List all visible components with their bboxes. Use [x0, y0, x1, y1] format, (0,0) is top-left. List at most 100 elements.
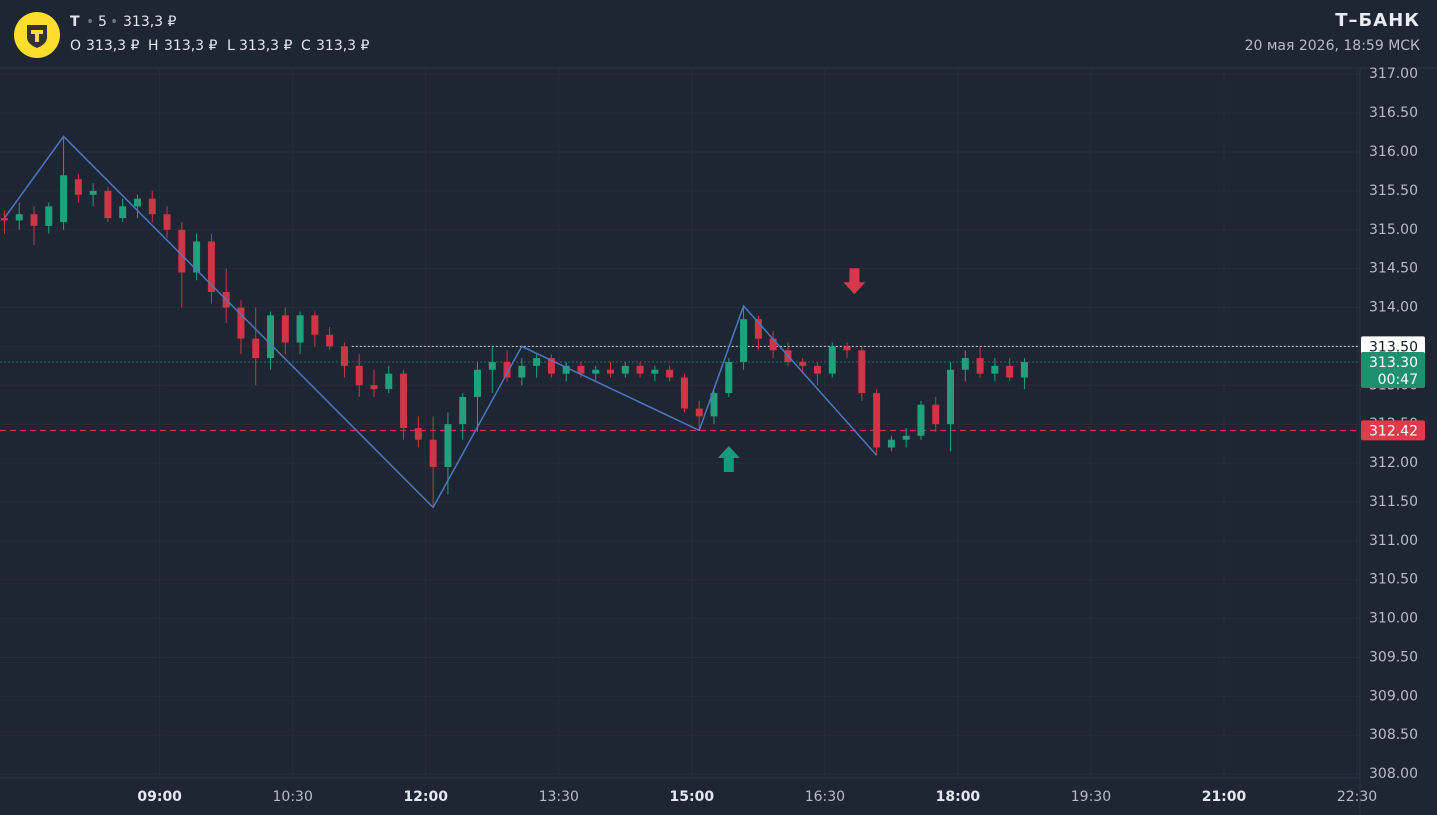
candle-body	[828, 346, 836, 374]
candle-body	[1006, 365, 1014, 378]
x-tick-label: 09:00	[137, 789, 182, 805]
candle-body	[104, 190, 112, 219]
candle-body	[695, 408, 703, 417]
x-tick-label: 22:30	[1337, 789, 1377, 805]
candle-body	[518, 365, 526, 378]
ohlc-value: 313,3 ₽	[164, 38, 218, 54]
candle-body	[961, 358, 969, 370]
candle-body	[562, 365, 570, 374]
candle-body	[710, 393, 718, 417]
candle-body	[207, 241, 215, 292]
separator: •	[110, 14, 118, 30]
candle-body	[178, 229, 186, 273]
ohlc-value: 313,3 ₽	[86, 38, 140, 54]
y-tick-label: 317.00	[1369, 66, 1418, 82]
candle-body	[577, 365, 585, 374]
candle-body	[267, 315, 275, 359]
candle-body	[119, 206, 127, 219]
y-tick-label: 316.00	[1369, 144, 1418, 160]
candle-body	[45, 206, 53, 226]
candle-body	[0, 218, 8, 221]
candle-body	[991, 365, 999, 374]
candle-body	[1020, 361, 1028, 378]
y-tick-label: 309.50	[1369, 649, 1418, 665]
candle-body	[533, 358, 541, 366]
brand: Т–БАНК	[1335, 10, 1420, 31]
countdown: 00:47	[1378, 372, 1418, 388]
candle-body	[813, 365, 821, 374]
y-tick-label: 311.50	[1369, 494, 1418, 510]
price-label-box	[1361, 351, 1425, 388]
x-tick-label: 19:30	[1071, 789, 1111, 805]
y-tick-label: 310.50	[1369, 572, 1418, 588]
candle-body	[340, 346, 348, 366]
candle-body	[843, 346, 851, 351]
x-tick-label: 12:00	[403, 789, 448, 805]
interval: 5	[98, 14, 107, 30]
y-tick-label: 315.00	[1369, 222, 1418, 238]
plot	[0, 135, 1360, 509]
y-tick-label: 310.00	[1369, 611, 1418, 627]
x-tick-label: 13:30	[539, 789, 579, 805]
candle-body	[473, 369, 481, 397]
candle-body	[680, 377, 688, 409]
candle-body	[400, 373, 408, 429]
price-label: 313.30	[1369, 355, 1418, 371]
logo-letter	[31, 30, 43, 42]
candle-body	[947, 369, 955, 425]
candle-body	[547, 358, 555, 374]
x-tick-label: 15:00	[670, 789, 715, 805]
candle-body	[932, 404, 940, 425]
timestamp: 20 мая 2026, 18:59 МСК	[1245, 38, 1420, 54]
candle-body	[252, 338, 260, 359]
candle-body	[74, 179, 82, 195]
candle-body	[769, 338, 777, 351]
candle-body	[385, 373, 393, 390]
candle-body	[799, 361, 807, 366]
ohlc-value: 313,3 ₽	[239, 38, 293, 54]
candle-body	[740, 319, 748, 362]
candle-body	[459, 396, 467, 425]
candle-body	[89, 190, 97, 195]
candle-body	[311, 315, 319, 335]
candle-body	[902, 435, 910, 440]
candle-body	[326, 334, 334, 347]
candle-body	[414, 428, 422, 440]
header: T • 5 • 313,3 ₽ O 313,3 ₽ H 313,3 ₽ L 31…	[14, 10, 1420, 58]
candle-body	[917, 404, 925, 436]
candle-body	[30, 214, 38, 226]
ohlc-key: H	[148, 38, 159, 54]
x-tick-label: 16:30	[805, 789, 845, 805]
price-axis-panel	[1360, 68, 1437, 815]
candle-body	[15, 214, 23, 221]
y-tick-label: 309.00	[1369, 688, 1418, 704]
candle-body	[666, 369, 674, 378]
ohlc-key: C	[301, 38, 311, 54]
ohlc-key: O	[70, 38, 81, 54]
candle-body	[621, 365, 629, 374]
price: 313,3 ₽	[123, 14, 177, 30]
signal-arrow	[717, 445, 740, 472]
candle-body	[163, 214, 171, 230]
candle-body	[133, 198, 141, 207]
grid	[0, 68, 1360, 778]
separator: •	[86, 14, 94, 30]
candle-body	[887, 439, 895, 448]
price-label-box	[1361, 336, 1425, 357]
candle-body	[193, 241, 201, 273]
y-tick-label: 312.00	[1369, 455, 1418, 471]
price-label: 312.42	[1369, 423, 1418, 439]
y-tick-label: 315.50	[1369, 183, 1418, 199]
zigzag-line	[3, 135, 878, 509]
candle-body	[754, 319, 762, 339]
x-tick-label: 18:00	[936, 789, 981, 805]
candle-body	[148, 198, 156, 215]
candle-body	[592, 369, 600, 374]
candle-body	[296, 315, 304, 343]
y-tick-label: 311.00	[1369, 533, 1418, 549]
x-tick-label: 10:30	[273, 789, 313, 805]
y-tick-label: 308.50	[1369, 727, 1418, 743]
price-label: 313.50	[1369, 339, 1418, 355]
candle-body	[725, 361, 733, 394]
